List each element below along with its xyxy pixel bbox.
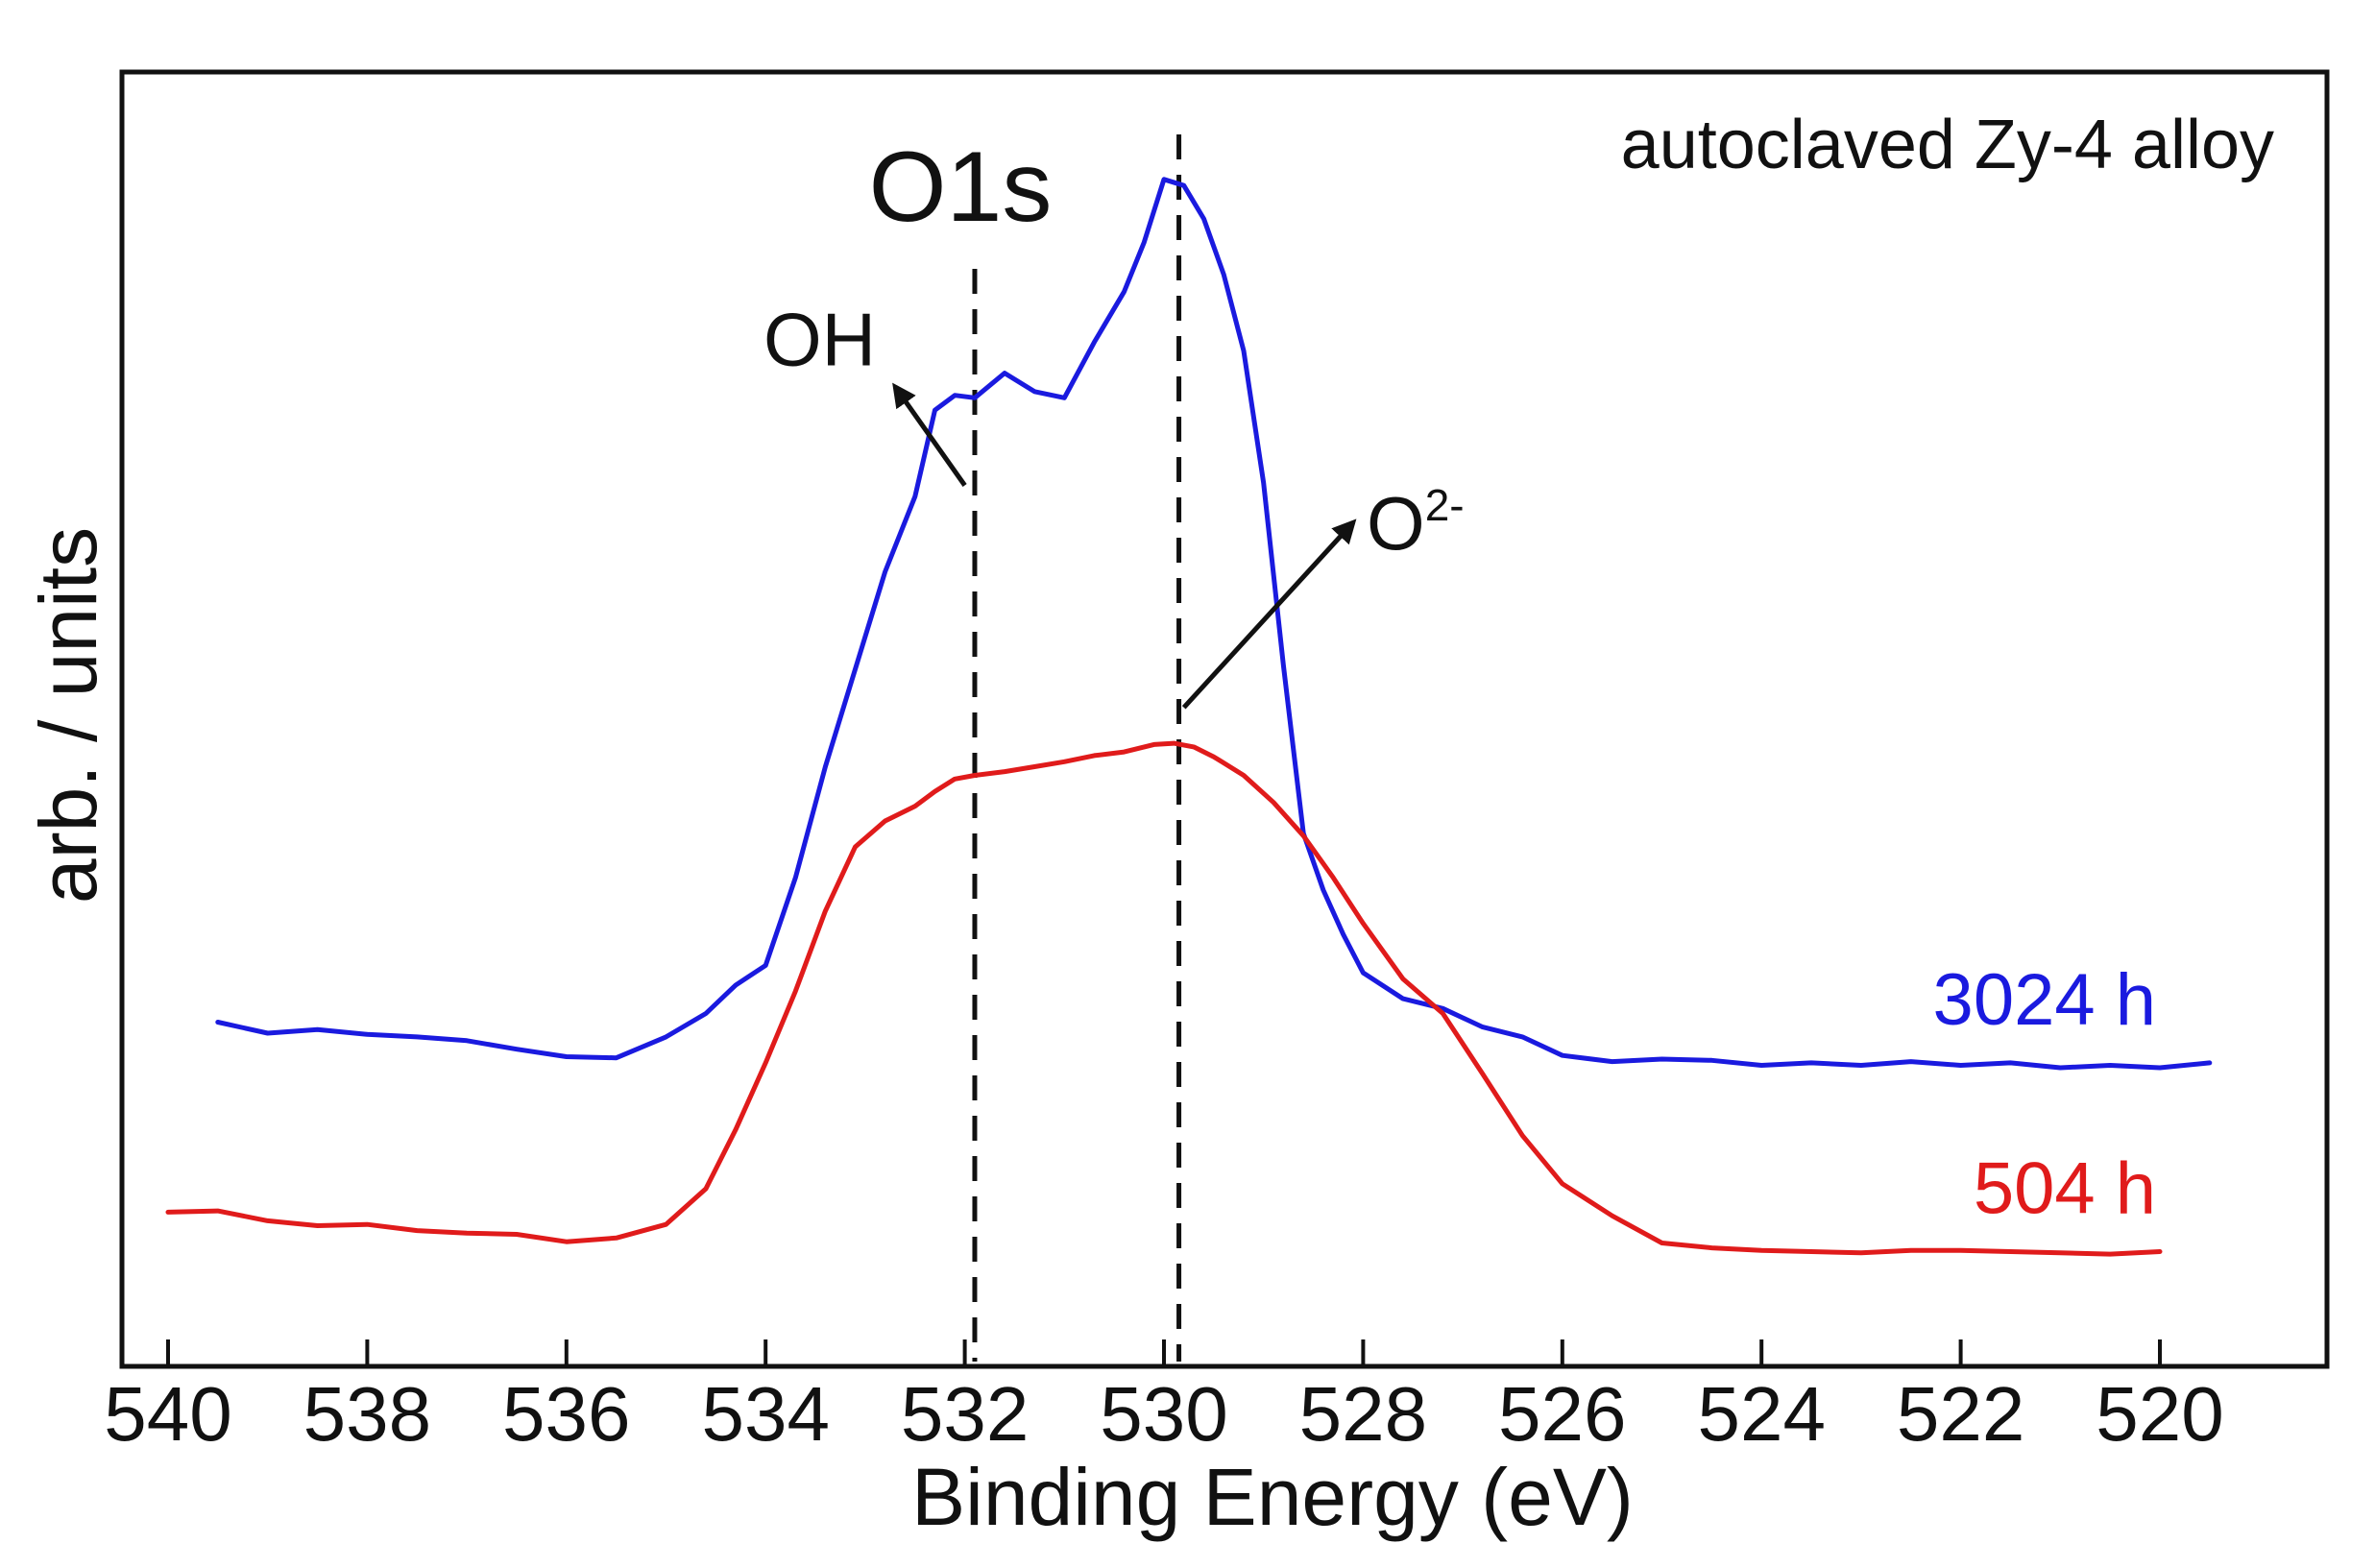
x-tick-label: 520	[2096, 1371, 2223, 1457]
x-tick-label: 524	[1697, 1371, 1825, 1457]
x-tick-label: 528	[1299, 1371, 1427, 1457]
series-line-3024-h	[215, 177, 2213, 1071]
plot-frame	[119, 69, 2330, 1369]
series-label-504-h: 504 h	[1974, 1147, 2156, 1229]
series-label-3024-h: 3024 h	[1933, 959, 2156, 1041]
annotation-label-o2: O2-	[1367, 480, 1465, 566]
inset-title: autoclaved Zy-4 alloy	[1621, 107, 2274, 183]
annotation-arrow-oh	[892, 382, 967, 487]
x-tick-label: 536	[502, 1371, 630, 1457]
x-tick-label: 526	[1498, 1371, 1626, 1457]
x-tick-label: 532	[901, 1371, 1029, 1457]
chart-title: O1s	[869, 132, 1053, 243]
annotation-label-oh: OH	[763, 298, 876, 382]
x-tick-label: 522	[1897, 1371, 2024, 1457]
x-tick-label: 530	[1100, 1371, 1227, 1457]
series-line-504-h	[165, 740, 2163, 1257]
annotation-arrow-o2	[1181, 519, 1357, 710]
x-tick-label: 538	[303, 1371, 431, 1457]
x-tick-label: 534	[701, 1371, 829, 1457]
x-axis-title: Binding Energy (eV)	[911, 1452, 1634, 1542]
y-axis-title: arb. / units	[23, 527, 113, 904]
x-tick-label: 540	[104, 1371, 231, 1457]
annotation-superscript-o2: 2-	[1425, 480, 1465, 530]
